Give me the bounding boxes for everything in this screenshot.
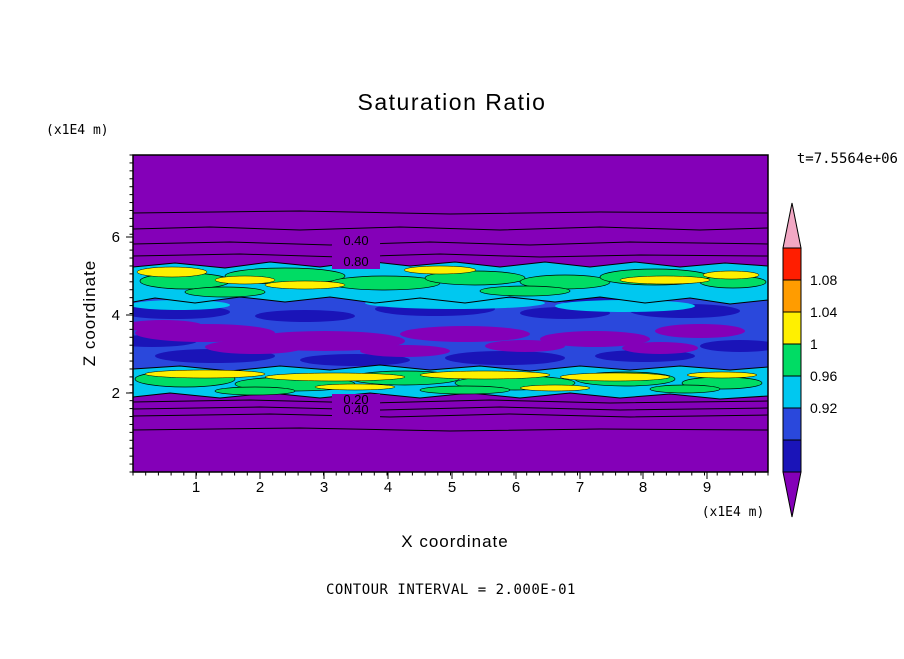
lower-line-contours	[133, 399, 768, 432]
purple-blob	[485, 340, 565, 352]
yellow-blob	[403, 265, 477, 275]
yellow-blob	[144, 369, 266, 379]
x-tick-label: 9	[703, 479, 711, 496]
z-axis-units: (x1E4 m)	[46, 123, 109, 138]
contour-label-upper-2: 0.80	[343, 254, 368, 269]
z-tick-label: 2	[112, 385, 120, 402]
plot-area: 0.40 0.80 0.20 0.40	[133, 155, 768, 472]
yellow-blob	[264, 280, 346, 290]
z-tick-label: 6	[112, 229, 120, 246]
colorbar-segment-navy	[782, 439, 802, 473]
yellow-blob	[519, 384, 591, 392]
navy-blob	[255, 310, 355, 322]
colorbar-bottom-arrow	[782, 471, 802, 518]
x-tick-label: 5	[448, 479, 456, 496]
purple-blob	[655, 324, 745, 338]
colorbar-label: 1	[810, 336, 818, 352]
z-tick-label: 4	[112, 307, 120, 324]
contour-line	[133, 226, 768, 231]
x-axis-units: (x1E4 m)	[702, 505, 765, 520]
purple-blob	[205, 340, 305, 354]
colorbar: 1.08 1.04 1 0.96 0.92	[782, 202, 837, 518]
cyan-blob	[555, 300, 695, 312]
x-tick-label: 3	[320, 479, 328, 496]
yellow-blob	[702, 270, 760, 280]
x-tick-label: 7	[576, 479, 584, 496]
colorbar-label: 1.04	[810, 304, 837, 320]
purple-blob	[360, 345, 450, 357]
cyan-blob	[365, 297, 545, 309]
colorbar-top-arrow	[782, 202, 802, 249]
contour-line	[133, 427, 768, 432]
green-blob	[214, 386, 296, 396]
contour-label-lower-2: 0.40	[343, 402, 368, 417]
x-tick-label: 6	[512, 479, 520, 496]
navy-blob	[300, 354, 410, 366]
x-tick-label: 1	[192, 479, 200, 496]
colorbar-label: 0.92	[810, 400, 837, 416]
yellow-blob	[314, 383, 396, 391]
yellow-blob	[686, 371, 758, 379]
colorbar-label: 1.08	[810, 272, 837, 288]
label-backing	[332, 394, 380, 418]
contour-interval-label: CONTOUR INTERVAL = 2.000E-01	[326, 582, 576, 598]
green-blob	[649, 384, 721, 394]
x-tick-labels: 1 2 3 4 5 6 7 8 9	[192, 479, 711, 496]
z-tick-labels: 6 4 2	[112, 229, 120, 402]
green-blob	[329, 275, 441, 291]
contour-line	[133, 253, 768, 258]
yellow-blob	[264, 372, 406, 382]
contour-label-lower-1: 0.20	[343, 392, 368, 407]
label-backing	[332, 255, 380, 269]
contour-line	[133, 413, 768, 418]
colorbar-segment-red	[782, 247, 802, 281]
x-tick-label: 4	[384, 479, 392, 496]
purple-lenses	[133, 320, 745, 357]
lower-band-yellow	[144, 369, 758, 392]
colorbar-segment-cyan	[782, 375, 802, 409]
major-ticks	[126, 236, 708, 479]
yellow-blob	[559, 372, 671, 382]
purple-blob	[133, 320, 203, 332]
yellow-blob	[619, 275, 711, 285]
z-axis-label: Z coordinate	[80, 260, 99, 367]
contour-line	[133, 241, 768, 246]
cyan-blob	[133, 300, 230, 310]
upper-line-contours	[133, 210, 768, 258]
contour-label-upper-1: 0.40	[343, 233, 368, 248]
purple-blob	[622, 342, 698, 354]
colorbar-segment-blue	[782, 407, 802, 441]
colorbar-segment-yellow	[782, 311, 802, 345]
colorbar-segment-green	[782, 343, 802, 377]
contour-line	[133, 406, 768, 411]
colorbar-segment-orange	[782, 279, 802, 313]
green-blob	[479, 285, 571, 297]
cyan-streaks	[133, 297, 695, 312]
purple-blob	[400, 326, 530, 342]
x-tick-label: 8	[639, 479, 647, 496]
time-label: t=7.5564e+06	[797, 151, 898, 167]
purple-blob	[540, 331, 650, 347]
chart-title: Saturation Ratio	[358, 89, 547, 115]
colorbar-label: 0.96	[810, 368, 837, 384]
yellow-blob	[419, 370, 551, 380]
label-backing	[332, 233, 380, 247]
green-blob	[419, 385, 511, 395]
yellow-blob	[136, 266, 208, 278]
upper-band-yellow	[136, 265, 760, 290]
x-tick-label: 2	[256, 479, 264, 496]
navy-blob	[700, 340, 768, 352]
navy-blob	[445, 351, 565, 365]
contour-line	[133, 210, 768, 215]
yellow-blob	[214, 275, 276, 285]
green-blob	[184, 286, 266, 298]
minor-ticks	[129, 154, 769, 476]
x-axis-label: X coordinate	[401, 532, 508, 551]
contour-line	[133, 399, 768, 404]
